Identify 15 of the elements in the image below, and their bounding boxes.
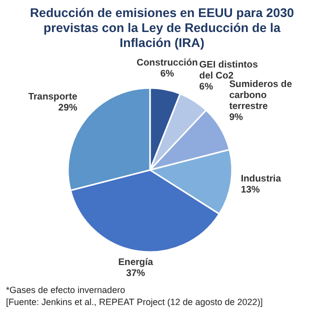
data-label: 37% (126, 268, 146, 279)
data-label: 6% (160, 68, 175, 80)
slice-label: Transporte (28, 92, 78, 103)
text: *Gases de efecto invernadero (6, 285, 126, 295)
data-label: 13% (240, 184, 260, 196)
data-label: 6% (199, 81, 214, 92)
slice-label: GEI distintos del Co2 (199, 59, 258, 82)
slice-label: Sumideros de carbono terrestre (229, 79, 292, 112)
slice-label: Energía (118, 256, 154, 268)
slice-label: Industria (240, 173, 282, 184)
slice-label: Construcción (136, 58, 198, 69)
data-label: 9% (229, 112, 244, 124)
data-label: 29% (58, 102, 78, 114)
chart-title: Reducción de emisiones en EEUU para 2030 previstas con la Ley de Reducción de la Inflación (IRA) (30, 6, 294, 50)
text: [Fuente: Jenkins et al., REPEAT Project (12 de agosto de 2022)] (6, 297, 263, 307)
